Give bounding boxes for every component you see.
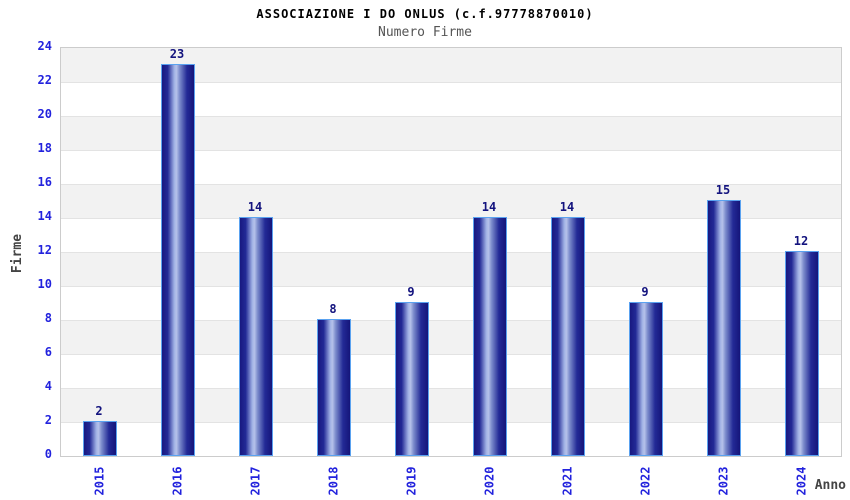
bar [473,217,507,456]
bar-value-label: 12 [793,234,809,248]
gridline [61,320,841,321]
bar-value-label: 23 [169,47,185,61]
x-tick-label-text: 2020 [482,466,496,496]
x-tick-label: 2021 [545,459,589,500]
x-tick-label-text: 2019 [404,466,418,496]
y-tick-label: 8 [44,311,52,325]
gridline [61,388,841,389]
x-tick-label: 2015 [77,459,121,500]
bar [629,302,663,456]
bar-value-label: 2 [95,404,103,418]
bar-value-label: 14 [559,200,575,214]
bar [161,64,195,456]
x-tick-label: 2018 [311,459,355,500]
bar-value-label: 14 [481,200,497,214]
chart-subtitle: Numero Firme [378,25,472,40]
gridline [61,82,841,83]
bar-value-label: 8 [329,302,337,316]
y-tick-label: 2 [44,413,52,427]
y-tick-label: 12 [37,243,52,257]
bar [395,302,429,456]
x-tick-label: 2017 [233,459,277,500]
y-tick-label: 4 [44,379,52,393]
plot-area [60,47,842,457]
bar [785,251,819,456]
x-axis-title: Anno [814,478,846,493]
y-tick-label: 22 [37,73,52,87]
y-tick-label: 14 [37,209,52,223]
x-tick-label: 2023 [701,459,745,500]
y-tick-label: 18 [37,141,52,155]
y-tick-label: 6 [44,345,52,359]
x-tick-label-text: 2017 [248,466,262,496]
gridline [61,354,841,355]
x-tick-label-text: 2018 [326,466,340,496]
gridline [61,286,841,287]
bar-value-label: 9 [641,285,649,299]
bar [83,421,117,456]
y-tick-label: 10 [37,277,52,291]
y-tick-label: 24 [37,39,52,53]
y-tick-label: 0 [44,447,52,461]
gridline [61,184,841,185]
x-tick-label: 2022 [623,459,667,500]
bar [551,217,585,456]
gridline [61,150,841,151]
bar-value-label: 15 [715,183,731,197]
x-tick-label-text: 2015 [92,466,106,496]
x-tick-label-text: 2022 [638,466,652,496]
bar [317,319,351,456]
bar-value-label: 14 [247,200,263,214]
x-tick-label-text: 2024 [794,466,808,496]
x-tick-label: 2019 [389,459,433,500]
x-tick-label: 2020 [467,459,511,500]
x-tick-label: 2024 [779,459,823,500]
y-tick-label: 20 [37,107,52,121]
x-tick-label: 2016 [155,459,199,500]
x-tick-label-text: 2023 [716,466,730,496]
gridline [61,218,841,219]
bar [239,217,273,456]
gridline [61,116,841,117]
gridline [61,252,841,253]
x-tick-label-text: 2016 [170,466,184,496]
bar-value-label: 9 [407,285,415,299]
gridline [61,422,841,423]
chart-title: ASSOCIAZIONE I DO ONLUS (c.f.97778870010… [256,7,594,21]
x-tick-label-text: 2021 [560,466,574,496]
y-tick-label: 16 [37,175,52,189]
bar [707,200,741,456]
